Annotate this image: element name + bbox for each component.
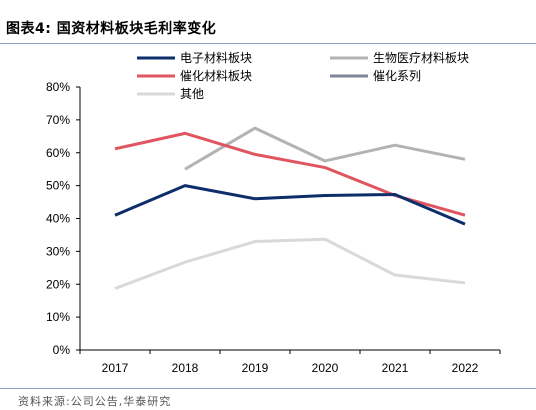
x-tick-label: 2019 (242, 361, 269, 375)
x-tick-label: 2018 (172, 361, 199, 375)
legend-label: 生物医疗材料板块 (373, 51, 469, 65)
top-rule (0, 43, 536, 44)
chart-series (114, 126, 466, 290)
legend-label: 电子材料板块 (180, 51, 252, 65)
y-tick-label: 50% (46, 179, 70, 193)
y-tick-label: 10% (46, 310, 70, 324)
y-tick-label: 80% (46, 80, 70, 94)
x-tick-label: 2017 (102, 361, 129, 375)
y-tick-label: 0% (53, 343, 71, 357)
x-tick-label: 2022 (452, 361, 479, 375)
legend-label: 催化系列 (373, 69, 421, 83)
series-line (114, 237, 466, 290)
source-note: 资料来源:公司公告,华泰研究 (18, 395, 172, 408)
figure-title: 图表4: 国资材料板块毛利率变化 (6, 21, 217, 37)
x-tick-label: 2020 (312, 361, 339, 375)
chart-axes: 0% 10% 20% 30% 40% 50% 60% 70% 80% 2017 2018 2019 20… (46, 80, 501, 375)
bottom-rule (0, 388, 536, 389)
y-tick-label: 40% (46, 212, 70, 226)
y-tick-label: 30% (46, 244, 70, 258)
y-tick-label: 20% (46, 277, 70, 291)
x-tick-label: 2021 (382, 361, 409, 375)
legend-label: 催化材料板块 (180, 69, 252, 83)
series-line (114, 184, 466, 226)
legend-label: 其他 (180, 87, 204, 101)
series-line (184, 126, 466, 171)
y-tick-label: 60% (46, 146, 70, 160)
y-tick-label: 70% (46, 113, 70, 127)
